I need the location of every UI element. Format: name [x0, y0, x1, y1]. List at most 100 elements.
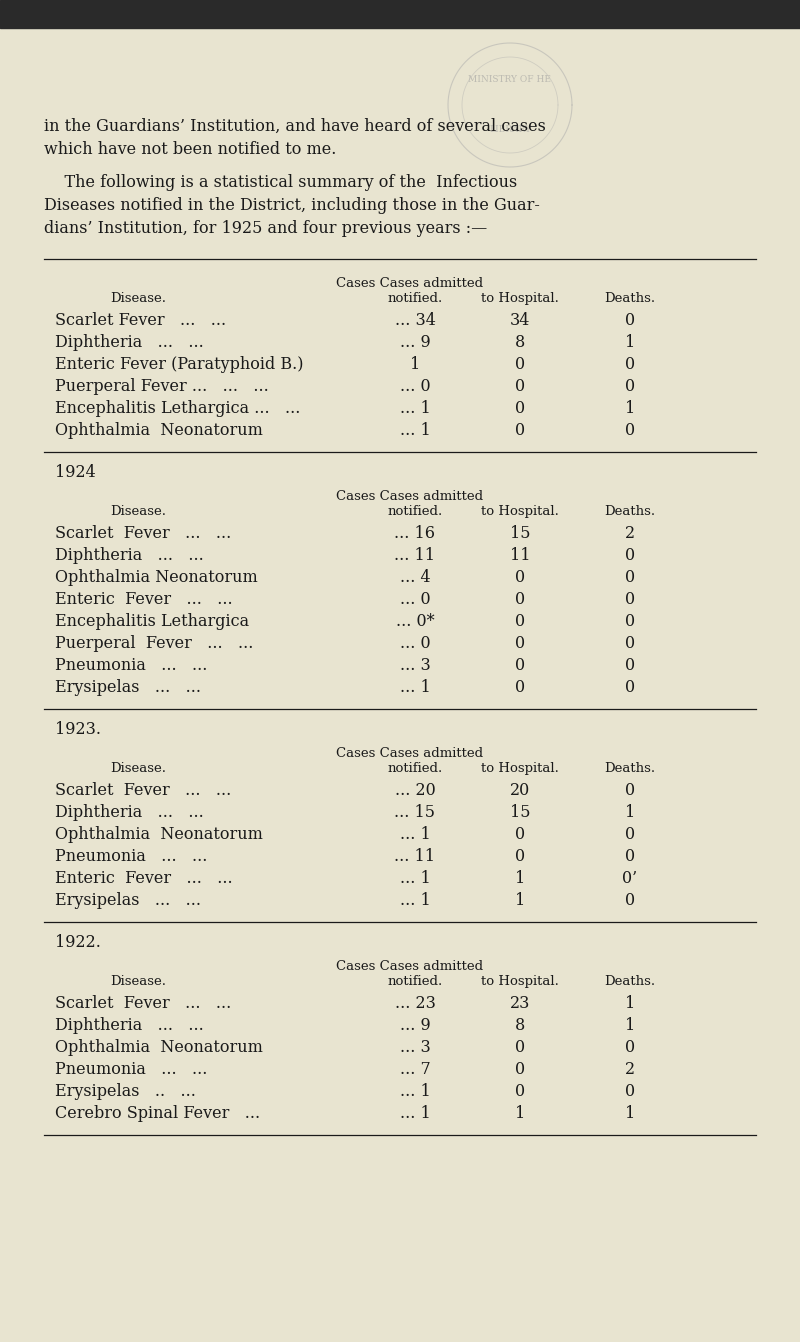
Text: 1922.: 1922.	[55, 934, 101, 951]
Text: 0: 0	[515, 848, 525, 866]
Text: Cases Cases admitted: Cases Cases admitted	[337, 490, 483, 503]
Text: Puerperal  Fever   ...   ...: Puerperal Fever ... ...	[55, 635, 254, 652]
Text: ... 15: ... 15	[394, 804, 435, 821]
Text: 23: 23	[510, 994, 530, 1012]
Text: to Hospital.: to Hospital.	[481, 293, 559, 305]
Text: Ophthalmia Neonatorum: Ophthalmia Neonatorum	[55, 569, 258, 586]
Text: 0: 0	[625, 782, 635, 798]
Text: 0: 0	[515, 679, 525, 696]
Text: 34: 34	[510, 311, 530, 329]
Text: ... 1: ... 1	[400, 870, 430, 887]
Text: 8: 8	[515, 334, 525, 352]
Text: ... 3: ... 3	[400, 1039, 430, 1056]
Text: Erysipelas   ...   ...: Erysipelas ... ...	[55, 892, 201, 909]
Text: MINISTRY OF HE: MINISTRY OF HE	[469, 75, 551, 85]
Text: ... 0: ... 0	[400, 635, 430, 652]
Text: Deaths.: Deaths.	[605, 976, 655, 988]
Bar	[0, 0, 800, 28]
Text: Deaths.: Deaths.	[605, 505, 655, 518]
Text: 2: 2	[625, 525, 635, 542]
Text: ... 11: ... 11	[394, 848, 435, 866]
Text: 2: 2	[625, 1062, 635, 1078]
Text: 15: 15	[510, 525, 530, 542]
Text: notified.: notified.	[387, 293, 442, 305]
Text: 8: 8	[515, 1017, 525, 1033]
Text: Disease.: Disease.	[110, 976, 166, 988]
Text: Cases Cases admitted: Cases Cases admitted	[337, 276, 483, 290]
Text: to Hospital.: to Hospital.	[481, 505, 559, 518]
Text: Scarlet  Fever   ...   ...: Scarlet Fever ... ...	[55, 782, 231, 798]
Text: 0: 0	[515, 1039, 525, 1056]
Text: 0: 0	[625, 421, 635, 439]
Text: ... 11: ... 11	[394, 548, 435, 564]
Text: Pneumonia   ...   ...: Pneumonia ... ...	[55, 658, 207, 674]
Text: 0: 0	[515, 635, 525, 652]
Text: 0’: 0’	[622, 870, 638, 887]
Text: notified.: notified.	[387, 762, 442, 774]
Text: Ophthalmia  Neonatorum: Ophthalmia Neonatorum	[55, 825, 263, 843]
Text: ... 1: ... 1	[400, 679, 430, 696]
Text: ... 1: ... 1	[400, 1083, 430, 1100]
Text: ... 9: ... 9	[400, 1017, 430, 1033]
Text: 1923.: 1923.	[55, 721, 101, 738]
Text: 1: 1	[410, 356, 420, 373]
Text: ... 7: ... 7	[400, 1062, 430, 1078]
Text: ... 0: ... 0	[400, 590, 430, 608]
Text: ... 20: ... 20	[394, 782, 435, 798]
Text: 1: 1	[625, 1017, 635, 1033]
Text: ... 1: ... 1	[400, 892, 430, 909]
Text: ... 1: ... 1	[400, 825, 430, 843]
Text: Disease.: Disease.	[110, 762, 166, 774]
Text: 1: 1	[515, 870, 525, 887]
Text: 0: 0	[625, 848, 635, 866]
Text: 0: 0	[515, 378, 525, 395]
Text: 0: 0	[515, 1062, 525, 1078]
Text: ... 4: ... 4	[400, 569, 430, 586]
Text: ... 23: ... 23	[394, 994, 435, 1012]
Text: 20: 20	[510, 782, 530, 798]
Text: Deaths.: Deaths.	[605, 293, 655, 305]
Text: ... 16: ... 16	[394, 525, 435, 542]
Text: Scarlet  Fever   ...   ...: Scarlet Fever ... ...	[55, 525, 231, 542]
Text: ... 9: ... 9	[400, 334, 430, 352]
Text: Diphtheria   ...   ...: Diphtheria ... ...	[55, 804, 204, 821]
Text: Puerperal Fever ...   ...   ...: Puerperal Fever ... ... ...	[55, 378, 269, 395]
Text: Diphtheria   ...   ...: Diphtheria ... ...	[55, 548, 204, 564]
Text: 0: 0	[625, 1083, 635, 1100]
Text: 0: 0	[515, 421, 525, 439]
Text: Disease.: Disease.	[110, 293, 166, 305]
Text: 0: 0	[625, 1039, 635, 1056]
Text: The following is a statistical summary of the  Infectious: The following is a statistical summary o…	[44, 174, 518, 191]
Text: 11: 11	[510, 548, 530, 564]
Text: 0: 0	[625, 679, 635, 696]
Text: 15: 15	[510, 804, 530, 821]
Text: Diphtheria   ...   ...: Diphtheria ... ...	[55, 334, 204, 352]
Text: to Hospital.: to Hospital.	[481, 762, 559, 774]
Text: Encephalitis Lethargica ...   ...: Encephalitis Lethargica ... ...	[55, 400, 300, 417]
Text: Scarlet Fever   ...   ...: Scarlet Fever ... ...	[55, 311, 226, 329]
Text: 0: 0	[515, 613, 525, 629]
Text: Disease.: Disease.	[110, 505, 166, 518]
Text: ... 34: ... 34	[394, 311, 435, 329]
Text: Erysipelas   ..   ...: Erysipelas .. ...	[55, 1083, 196, 1100]
Text: 1: 1	[625, 334, 635, 352]
Text: Cerebro Spinal Fever   ...: Cerebro Spinal Fever ...	[55, 1104, 260, 1122]
Text: 0: 0	[625, 892, 635, 909]
Text: 1: 1	[515, 1104, 525, 1122]
Text: 0: 0	[625, 590, 635, 608]
Text: 0: 0	[625, 356, 635, 373]
Text: ... 3: ... 3	[400, 658, 430, 674]
Text: Pneumonia   ...   ...: Pneumonia ... ...	[55, 1062, 207, 1078]
Text: notified.: notified.	[387, 505, 442, 518]
Text: 1: 1	[625, 1104, 635, 1122]
Text: 1924: 1924	[55, 464, 96, 480]
Text: Diphtheria   ...   ...: Diphtheria ... ...	[55, 1017, 204, 1033]
Text: 1: 1	[625, 804, 635, 821]
Text: ... 1: ... 1	[400, 1104, 430, 1122]
Text: ... 0: ... 0	[400, 378, 430, 395]
Text: 0: 0	[625, 658, 635, 674]
Text: 1: 1	[515, 892, 525, 909]
Text: 0: 0	[625, 378, 635, 395]
Text: 0: 0	[515, 400, 525, 417]
Text: 1: 1	[625, 400, 635, 417]
